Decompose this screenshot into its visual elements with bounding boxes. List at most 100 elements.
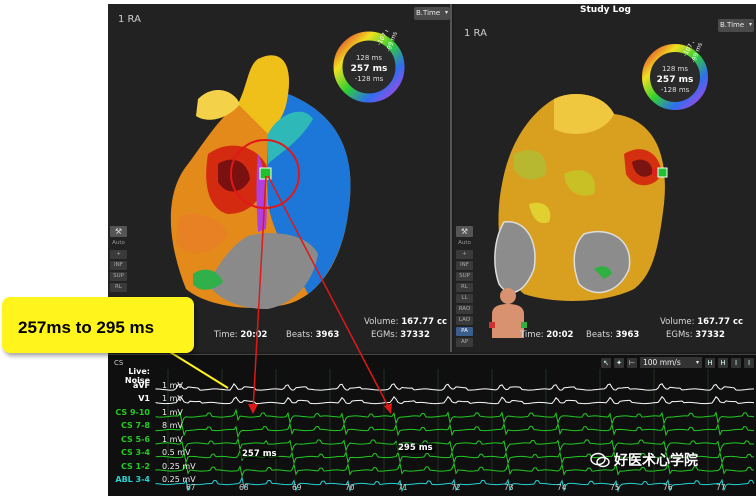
measurement-label-1: 257 ms [240,449,279,459]
egm-trace [155,475,755,493]
beat-tick-label: 67 [186,483,196,492]
study-log-title: Study Log [580,5,631,15]
catheter-marker[interactable] [657,167,668,178]
activation-map-3d-left[interactable] [108,4,452,352]
view-sup-button[interactable]: SUP [456,272,473,281]
map-mode-select[interactable]: B.Time ▾ [718,19,754,32]
view-rl-button[interactable]: RL [110,283,127,292]
channel-scale: 0.25 mV [162,461,196,471]
channel-scale: 1 mV [162,394,183,403]
channel-name[interactable]: ABL 3-4 [115,475,150,484]
callout-pointer [169,351,229,389]
channel-name[interactable]: CS 3-4 [120,448,150,457]
region-highlight-circle [230,139,300,209]
egms-stat: EGMs: 37332 [666,330,725,340]
ring-lower-value: -128 ms [355,75,384,83]
chevron-down-icon: ▾ [444,9,448,16]
hammer-icon[interactable]: ⚒ [110,226,127,237]
view-inf-button[interactable]: INF [110,261,127,270]
annotation-arrow-2 [267,175,391,411]
callout-text: 257ms to 295 ms [18,318,155,337]
activation-color-ring: 128 ms 257 ms -128 ms -107 ms -99 ms [642,42,708,110]
beat-tick-label: 77 [716,483,726,492]
gain-increase-icon[interactable]: I [731,357,741,368]
beat-tick-label: 76 [663,483,673,492]
beat-tick-label: 72 [451,483,461,492]
channel-scale: 0.5 mV [162,448,191,457]
channel-name[interactable]: CS 9-10 [115,407,150,417]
beat-tick-label: 68 [239,483,249,492]
channel-scale: 8 mV [162,421,183,430]
channel-name[interactable]: CS 5-6 [120,434,150,444]
height-increase-icon[interactable]: H [705,357,715,368]
view-pa-button[interactable]: PA [456,327,473,336]
channel-scale: 1 mV [162,407,183,417]
egm-trace [155,461,755,478]
annotation-callout: 257ms to 295 ms [2,297,194,353]
channel-scale: 1 mV [162,434,183,444]
measurement-label-2: 295 ms [396,443,435,453]
marker-icon[interactable]: ✦ [614,357,624,368]
beat-tick-label: 71 [398,483,408,492]
chat-bubble-icon [590,452,610,468]
channel-scale: 1 mV [162,380,183,390]
egm-trace [155,437,755,454]
channel-name[interactable]: CS 7-8 [120,421,150,430]
beat-tick-label: 74 [557,483,567,492]
sweep-speed-value: 100 mm/s [643,358,681,367]
ring-upper-value: 128 ms [662,65,688,73]
height-decrease-icon[interactable]: H [718,357,728,368]
channel-name[interactable]: V1 [138,394,150,403]
egm-trace [155,422,755,439]
signal-toolbar: ↖ ✦ ⊢ 100 mm/s ▾ H H I I [601,357,754,368]
orientation-figure-icon [489,288,527,338]
view-auto-button[interactable]: Auto [458,240,471,246]
view-auto-button[interactable]: Auto [112,240,125,246]
hammer-icon[interactable]: ⚒ [456,226,473,237]
watermark-text: 好医术心学院 [614,453,698,469]
time-stat: Time: 20:02 [520,330,574,340]
activation-color-ring: 128 ms 257 ms -128 ms -107 ms -99 ms [333,30,405,103]
view-lao-button[interactable]: LAO [456,316,473,325]
annotation-arrow-1 [252,175,267,411]
beat-tick-label: 69 [292,483,302,492]
channel-name[interactable]: aVF [132,380,150,390]
caliper-icon[interactable]: ⊢ [627,357,637,368]
beat-tick-label: 70 [345,483,355,492]
view-ll-button[interactable]: LL [456,294,473,303]
pointer-icon[interactable]: ↖ [601,357,611,368]
beat-tick-label: 73 [504,483,514,492]
channel-name[interactable]: CS 1-2 [120,461,150,471]
beats-stat: Beats: 3963 [586,330,640,340]
map-mode-value: B.Time [720,21,745,29]
volume-stat: Volume: 167.77 cc [660,317,744,327]
volume-stat: Volume: 167.77 cc [364,317,448,327]
channel-name[interactable]: Live: Noise [124,367,150,385]
carto-app-window: 1 RA B.Time ▾ 128 ms 257 ms -128 ms -107 … [108,4,756,496]
channel-scale: 0.25 mV [162,475,196,484]
gain-decrease-icon[interactable]: I [744,357,754,368]
map-name-label: 1 RA [118,14,141,25]
beat-tick-label: 75 [610,483,620,492]
ring-lower-value: -128 ms [661,86,690,94]
map-mode-select[interactable]: B.Time ▾ [414,7,450,20]
panel-title: CS [114,359,124,367]
right-map-pane[interactable]: Study Log 1 RA B.Time ▾ 128 ms 257 ms -12… [454,4,756,352]
egm-trace [155,408,755,426]
chevron-down-icon: ▾ [695,359,699,366]
view-toolbar: ⚒ Auto + INF SUP RL [110,226,128,292]
time-stat: Time: 20:02 [214,330,268,340]
egm-signal-panel[interactable]: CS ↖ ✦ ⊢ 100 mm/s ▾ H H I I Live: Noise aV… [108,354,756,496]
left-map-pane[interactable]: 1 RA B.Time ▾ 128 ms 257 ms -128 ms -107 … [108,4,452,352]
view-rl-button[interactable]: RL [456,283,473,292]
sweep-speed-select[interactable]: 100 mm/s ▾ [640,357,702,368]
view-inf-button[interactable]: INF [456,261,473,270]
view-add-button[interactable]: + [456,250,473,259]
view-rao-button[interactable]: RAO [456,305,473,314]
view-sup-button[interactable]: SUP [110,272,127,281]
watermark: 好医术心学院 [590,450,698,470]
view-ap-button[interactable]: AP [456,338,473,347]
activation-map-3d-right[interactable] [454,4,756,352]
view-add-button[interactable]: + [110,250,127,259]
